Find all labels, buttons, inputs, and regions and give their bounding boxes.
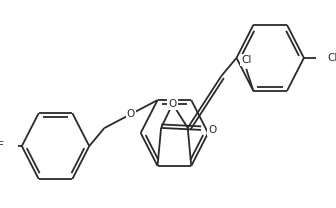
Text: O: O xyxy=(168,99,177,109)
Text: Cl: Cl xyxy=(327,53,336,63)
Text: F: F xyxy=(0,141,4,151)
Text: O: O xyxy=(127,109,135,119)
Text: O: O xyxy=(208,125,216,135)
Text: Cl: Cl xyxy=(241,55,251,65)
